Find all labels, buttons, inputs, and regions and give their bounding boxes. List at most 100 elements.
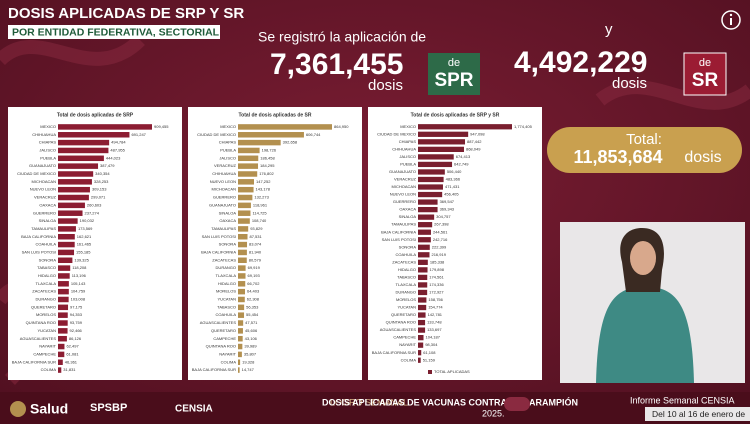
value-label: 114,725: [252, 210, 267, 215]
bar: [418, 199, 438, 205]
bar: [418, 206, 438, 213]
value-label: 216,919: [431, 252, 446, 257]
legend-swatch: [428, 370, 432, 374]
bar: [238, 202, 251, 209]
caption-year: 2025.: [482, 408, 505, 418]
category-label: AGUASCALIENTES: [20, 336, 57, 341]
srp-unit: dosis: [368, 77, 403, 94]
info-icon-dot: [729, 13, 733, 17]
intro: Se registró la aplicación de: [258, 29, 426, 45]
footer-bar: [0, 392, 750, 424]
bar: [58, 194, 89, 201]
value-label: 62,308: [247, 297, 260, 302]
bar: [418, 237, 431, 243]
category-label: SAN LUIS POTOSI: [382, 237, 416, 242]
bar: [418, 319, 426, 326]
value-label: 104,759: [71, 289, 86, 294]
bar: [418, 312, 426, 318]
value-label: 487,955: [110, 148, 125, 153]
bar: [58, 147, 109, 154]
value-label: 51,159: [423, 357, 436, 362]
salud-emblem: [10, 401, 26, 417]
category-label: SAN LUIS POTOSI: [22, 249, 56, 254]
category-label: ZACATECAS: [392, 259, 416, 264]
value-label: 19,328: [242, 359, 255, 364]
category-label: DURANGO: [36, 297, 56, 302]
value-label: 198,726: [262, 148, 277, 153]
category-label: JALISCO: [399, 154, 416, 159]
info-icon[interactable]: [721, 10, 741, 30]
category-label: CIUDAD DE MEXICO: [377, 131, 416, 136]
category-label: BAJA CALIFORNIA: [201, 249, 236, 254]
category-label: PUEBLA: [400, 161, 416, 166]
value-label: 83,074: [249, 242, 262, 247]
category-label: ZACATECAS: [32, 289, 56, 294]
category-label: OAXACA: [219, 218, 236, 223]
value-label: 62,497: [66, 344, 79, 349]
category-label: QUINTANA ROO: [386, 320, 416, 325]
bar: [58, 179, 92, 185]
value-label: 66,702: [247, 281, 260, 286]
value-label: 105,143: [71, 281, 86, 286]
category-label: MEXICO: [400, 124, 416, 129]
category-label: TLAXCALA: [36, 281, 57, 286]
bar: [418, 139, 466, 145]
value-label: 369,547: [440, 199, 455, 204]
category-label: CHIHUAHUA: [392, 146, 416, 151]
bar: [238, 139, 281, 146]
value-label: 139,325: [74, 257, 89, 262]
srp-badge: [428, 53, 480, 95]
srp-badge-top: de: [448, 57, 460, 69]
value-label: 387,479: [100, 163, 115, 168]
value-label: 174,336: [429, 282, 444, 287]
category-label: COAHUILA: [216, 312, 237, 317]
value-label: 64,403: [247, 289, 260, 294]
sr-total: 4,492,229: [514, 46, 647, 79]
category-label: TABASCO: [37, 265, 56, 270]
category-label: CAMPECHE: [33, 351, 56, 356]
value-label: 61,081: [66, 351, 79, 356]
bar: [58, 132, 130, 138]
bar: [418, 357, 421, 363]
value-label: 133,748: [427, 320, 442, 325]
value-label: 864,950: [334, 124, 349, 129]
period: Del 10 al 16 de enero de: [652, 409, 745, 419]
category-label: MORELOS: [216, 289, 236, 294]
chart-title: Total de dosis aplicadas de SR: [239, 112, 312, 118]
value-label: 304,757: [436, 214, 451, 219]
bar: [58, 328, 68, 334]
category-label: MICHOACAN: [32, 179, 57, 184]
category-label: TAMAULIPAS: [391, 222, 416, 227]
bar: [238, 186, 254, 193]
value-label: 86,126: [69, 336, 82, 341]
category-label: CAMPECHE: [213, 336, 236, 341]
category-label: ZACATECAS: [212, 257, 236, 262]
category-label: CHIAPAS: [39, 140, 57, 145]
category-label: CHIHUAHUA: [32, 132, 56, 137]
bar: [238, 124, 332, 130]
value-label: 340,354: [95, 171, 110, 176]
bar: [238, 288, 245, 295]
value-label: 186,458: [260, 155, 275, 160]
category-label: COLIMA: [41, 367, 57, 372]
value-label: 103,008: [71, 297, 86, 302]
value-label: 267,398: [434, 222, 449, 227]
bar: [238, 296, 245, 303]
category-label: MEXICO: [220, 124, 236, 129]
value-label: 674,413: [456, 154, 471, 159]
category-label: COLIMA: [401, 357, 417, 362]
value-label: 185,338: [430, 259, 445, 264]
bar: [418, 146, 464, 152]
value-label: 43,106: [245, 336, 258, 341]
bar: [418, 214, 435, 220]
bar: [418, 282, 428, 288]
subtitle: POR ENTIDAD FEDERATIVA, SECTORIAL: [12, 26, 220, 38]
bar: [238, 281, 246, 287]
value-label: 328,253: [94, 179, 109, 184]
category-label: MORELOS: [36, 312, 56, 317]
category-label: NAYARIT: [399, 342, 416, 347]
bar: [238, 179, 255, 185]
toggle[interactable]: [504, 397, 530, 411]
value-label: 173,569: [78, 226, 93, 231]
category-label: MEXICO: [40, 124, 56, 129]
